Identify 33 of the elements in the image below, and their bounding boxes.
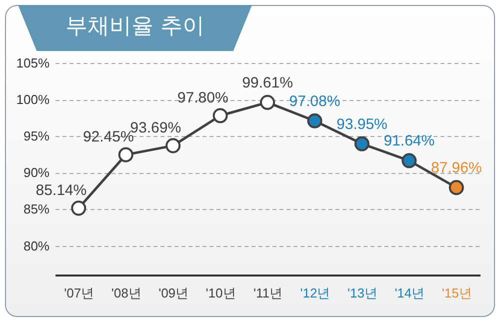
y-tick-label: 90% xyxy=(23,165,50,180)
point xyxy=(354,136,370,152)
data-label: 99.61% xyxy=(242,74,293,92)
point xyxy=(448,180,464,196)
data-label: 87.96% xyxy=(430,160,482,177)
x-tick-label: '09년 xyxy=(158,286,189,300)
y-tick-label: 100% xyxy=(16,92,50,108)
point xyxy=(402,153,417,168)
x-tick-label: '15년 xyxy=(442,286,472,300)
x-tick-label: '10년 xyxy=(206,286,236,300)
point xyxy=(260,94,276,110)
y-tick-label: 105% xyxy=(16,56,50,70)
data-label: 85.14% xyxy=(36,182,87,200)
y-tick-label: 85% xyxy=(23,202,50,217)
y-tick-label: 95% xyxy=(23,128,50,144)
x-tick-label: '07년 xyxy=(64,286,94,300)
chart-title: 부채비율 추이 xyxy=(18,5,252,51)
data-label: 97.08% xyxy=(289,92,340,110)
point xyxy=(71,200,86,216)
point xyxy=(118,147,134,162)
point xyxy=(212,108,228,124)
data-label: 93.95% xyxy=(336,116,388,133)
data-label: 97.80% xyxy=(177,90,228,107)
point xyxy=(307,113,322,128)
data-label: 91.64% xyxy=(384,132,435,150)
data-label: 92.45% xyxy=(82,128,134,146)
x-tick-label: '11년 xyxy=(254,286,282,300)
point xyxy=(166,138,181,154)
y-tick-label: 80% xyxy=(23,238,50,254)
x-tick-label: '14년 xyxy=(394,286,425,300)
x-tick-label: '13년 xyxy=(347,286,378,300)
x-tick-label: '12년 xyxy=(300,286,330,300)
x-tick-label: '08년 xyxy=(111,286,142,300)
